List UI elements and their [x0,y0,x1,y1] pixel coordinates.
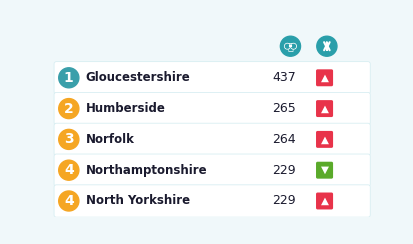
Text: ▲: ▲ [320,134,328,144]
Text: 4: 4 [64,163,74,177]
Text: 2: 2 [64,102,74,116]
Circle shape [59,99,79,119]
FancyBboxPatch shape [54,123,369,156]
Text: Humberside: Humberside [85,102,165,115]
Text: 229: 229 [272,194,295,207]
Text: ▼: ▼ [320,165,328,175]
Text: Norfolk: Norfolk [85,133,134,146]
Text: 3: 3 [64,132,74,146]
Text: Gloucestershire: Gloucestershire [85,71,190,84]
Text: 437: 437 [272,71,295,84]
Circle shape [284,43,290,49]
FancyBboxPatch shape [54,62,369,94]
Circle shape [290,43,296,49]
Circle shape [316,36,336,56]
Text: North Yorkshire: North Yorkshire [85,194,190,207]
Text: 264: 264 [272,133,295,146]
Text: 1: 1 [64,71,74,85]
FancyBboxPatch shape [315,131,332,148]
Text: 4: 4 [64,194,74,208]
Circle shape [285,44,289,48]
FancyBboxPatch shape [54,185,369,217]
FancyBboxPatch shape [54,154,369,186]
Text: Northamptonshire: Northamptonshire [85,164,207,177]
Circle shape [59,129,79,149]
Text: ▲: ▲ [320,196,328,206]
FancyBboxPatch shape [315,100,332,117]
Circle shape [59,160,79,180]
Circle shape [59,191,79,211]
FancyBboxPatch shape [315,162,332,179]
Circle shape [280,36,300,56]
Text: 265: 265 [272,102,295,115]
Text: ▲: ▲ [320,104,328,114]
Text: 👁: 👁 [287,41,293,51]
Text: ▲: ▲ [320,73,328,83]
FancyBboxPatch shape [54,92,369,125]
Text: 229: 229 [272,164,295,177]
FancyBboxPatch shape [315,69,332,86]
FancyBboxPatch shape [315,193,332,209]
Circle shape [59,68,79,88]
Circle shape [291,44,295,48]
